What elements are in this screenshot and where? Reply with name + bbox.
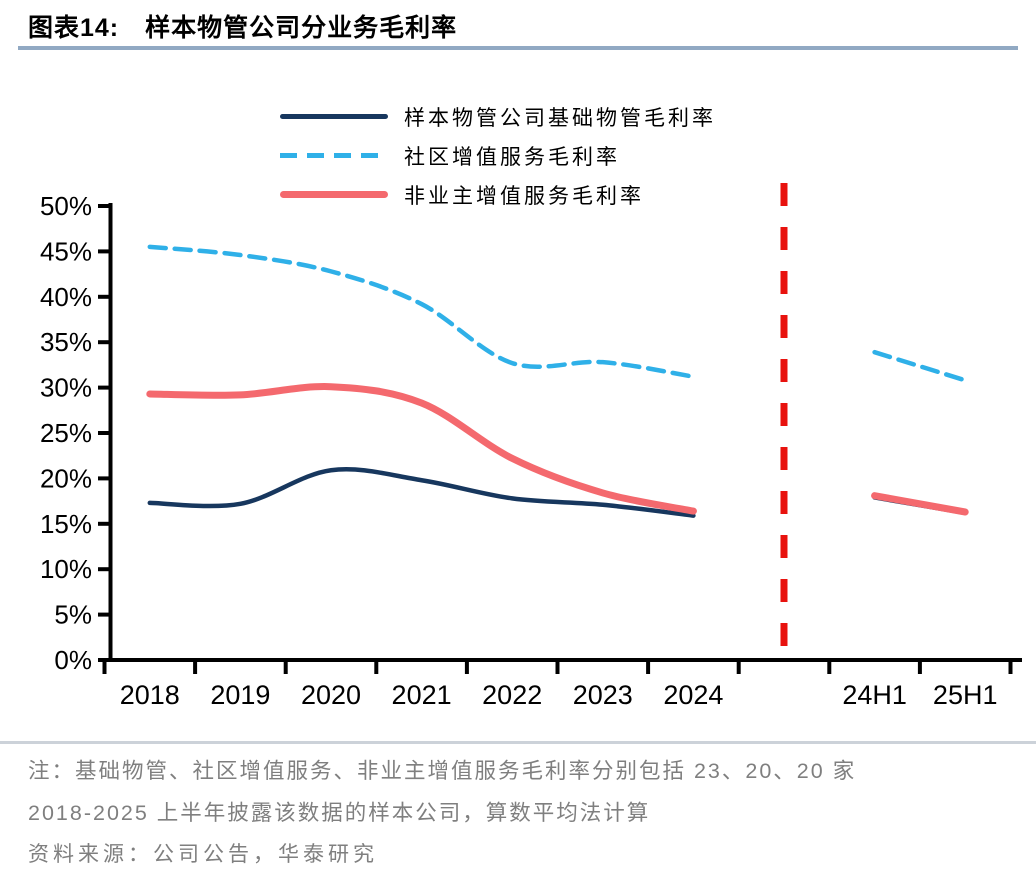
legend-line-swatch-non-owner-vas — [280, 191, 388, 198]
series-line-community-vas — [147, 244, 696, 379]
figure-title-row: 图表14: 样本物管公司分业务毛利率 — [28, 8, 457, 44]
y-axis-label: 25% — [40, 418, 92, 448]
x-axis-label: 2023 — [573, 680, 633, 710]
legend-label: 非业主增值服务毛利率 — [404, 184, 644, 208]
x-axis-label: 2021 — [392, 680, 452, 710]
y-axis-label: 0% — [54, 645, 92, 675]
legend-item-base-pm: 样本物管公司基础物管毛利率 — [280, 97, 716, 136]
legend-item-community-vas: 社区增值服务毛利率 — [280, 136, 716, 175]
y-axis-label: 45% — [40, 236, 92, 266]
series-line-community-vas-h1 — [872, 349, 968, 383]
figure-label: 图表14: — [28, 14, 120, 42]
note-divider — [0, 741, 1036, 744]
legend-label: 社区增值服务毛利率 — [404, 145, 620, 169]
x-axis-label: 2019 — [210, 680, 270, 710]
y-axis-label: 5% — [54, 600, 92, 630]
chart-canvas: 0% 5% 10% 15% 20% 25% 30% 35% 40% 45% 50% 2018 2019 2… — [40, 183, 1022, 710]
y-axis-label: 50% — [40, 191, 92, 221]
series-line-non-owner-vas — [146, 383, 697, 515]
y-axis-label: 35% — [40, 327, 92, 357]
legend-item-non-owner-vas: 非业主增值服务毛利率 — [280, 175, 716, 214]
title-divider — [18, 46, 1018, 50]
x-axis-label: 2024 — [663, 680, 723, 710]
footnotes: 注：基础物管、社区增值服务、非业主增值服务毛利率分别包括 23、20、20 家 … — [28, 750, 1018, 872]
legend-line-swatch-base-pm — [280, 114, 388, 119]
x-axis-label: 2020 — [301, 680, 361, 710]
source-line: 资料来源：公司公告，华泰研究 — [28, 843, 378, 866]
x-axis-label: 2022 — [482, 680, 542, 710]
legend-line-swatch-community-vas — [280, 153, 388, 158]
y-axis-label: 15% — [40, 509, 92, 539]
y-axis-label: 40% — [40, 282, 92, 312]
y-axis-label: 20% — [40, 463, 92, 493]
series-line-base-pm — [147, 467, 696, 518]
note-line-2: 2018-2025 上半年披露该数据的样本公司，算数平均法计算 — [28, 801, 651, 825]
y-axis-label: 30% — [40, 373, 92, 403]
page-title: 样本物管公司分业务毛利率 — [145, 14, 458, 42]
legend-label: 样本物管公司基础物管毛利率 — [404, 106, 716, 130]
chart-legend: 样本物管公司基础物管毛利率 社区增值服务毛利率 非业主增值服务毛利率 — [280, 97, 716, 214]
y-axis-label: 10% — [40, 554, 92, 584]
x-axis-label: 24H1 — [842, 680, 907, 710]
series-line-non-owner-vas-h1 — [871, 492, 969, 516]
x-axis-label: 2018 — [120, 680, 180, 710]
x-axis-label: 25H1 — [933, 680, 998, 710]
note-line-1: 注：基础物管、社区增值服务、非业主增值服务毛利率分别包括 23、20、20 家 — [28, 759, 857, 783]
